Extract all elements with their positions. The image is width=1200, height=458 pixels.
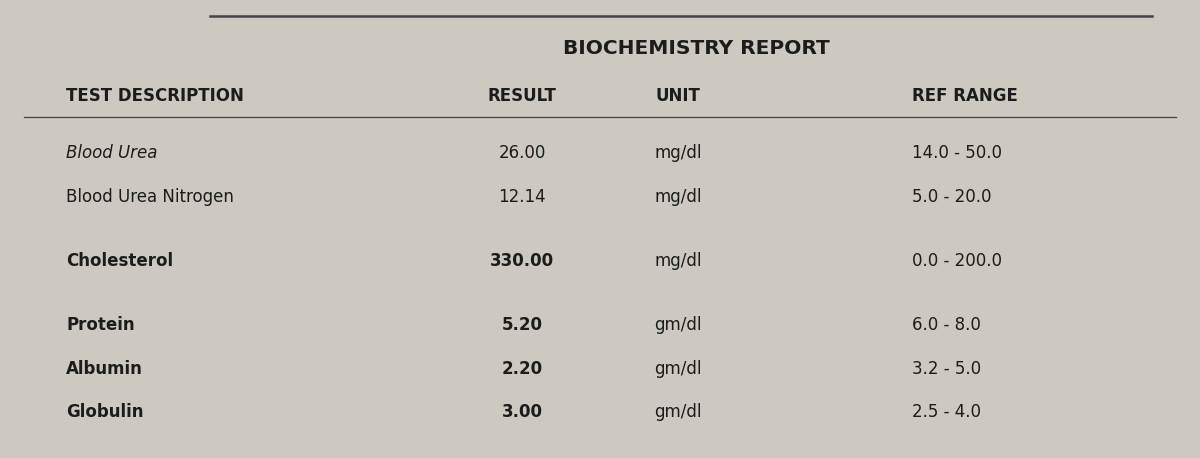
Text: Blood Urea Nitrogen: Blood Urea Nitrogen <box>66 188 234 206</box>
Text: 0.0 - 200.0: 0.0 - 200.0 <box>912 252 1002 270</box>
Text: RESULT: RESULT <box>487 87 557 105</box>
Text: UNIT: UNIT <box>655 87 701 105</box>
Text: 12.14: 12.14 <box>498 188 546 206</box>
Text: 330.00: 330.00 <box>490 252 554 270</box>
Text: 5.20: 5.20 <box>502 316 542 334</box>
Text: 2.5 - 4.0: 2.5 - 4.0 <box>912 403 982 421</box>
Text: Globulin: Globulin <box>66 403 144 421</box>
Text: 26.00: 26.00 <box>498 144 546 163</box>
Text: Blood Urea: Blood Urea <box>66 144 157 163</box>
Text: mg/dl: mg/dl <box>654 144 702 163</box>
Text: Albumin: Albumin <box>66 360 143 378</box>
Text: mg/dl: mg/dl <box>654 188 702 206</box>
Text: gm/dl: gm/dl <box>654 403 702 421</box>
Text: REF RANGE: REF RANGE <box>912 87 1018 105</box>
Text: 3.2 - 5.0: 3.2 - 5.0 <box>912 360 982 378</box>
Text: gm/dl: gm/dl <box>654 316 702 334</box>
Text: TEST DESCRIPTION: TEST DESCRIPTION <box>66 87 244 105</box>
Text: mg/dl: mg/dl <box>654 252 702 270</box>
Text: 3.00: 3.00 <box>502 403 542 421</box>
Text: 2.20: 2.20 <box>502 360 542 378</box>
Text: 5.0 - 20.0: 5.0 - 20.0 <box>912 188 991 206</box>
Text: 14.0 - 50.0: 14.0 - 50.0 <box>912 144 1002 163</box>
Text: gm/dl: gm/dl <box>654 360 702 378</box>
Text: BIOCHEMISTRY REPORT: BIOCHEMISTRY REPORT <box>563 38 829 58</box>
Text: 6.0 - 8.0: 6.0 - 8.0 <box>912 316 980 334</box>
Text: Protein: Protein <box>66 316 134 334</box>
Text: Cholesterol: Cholesterol <box>66 252 173 270</box>
